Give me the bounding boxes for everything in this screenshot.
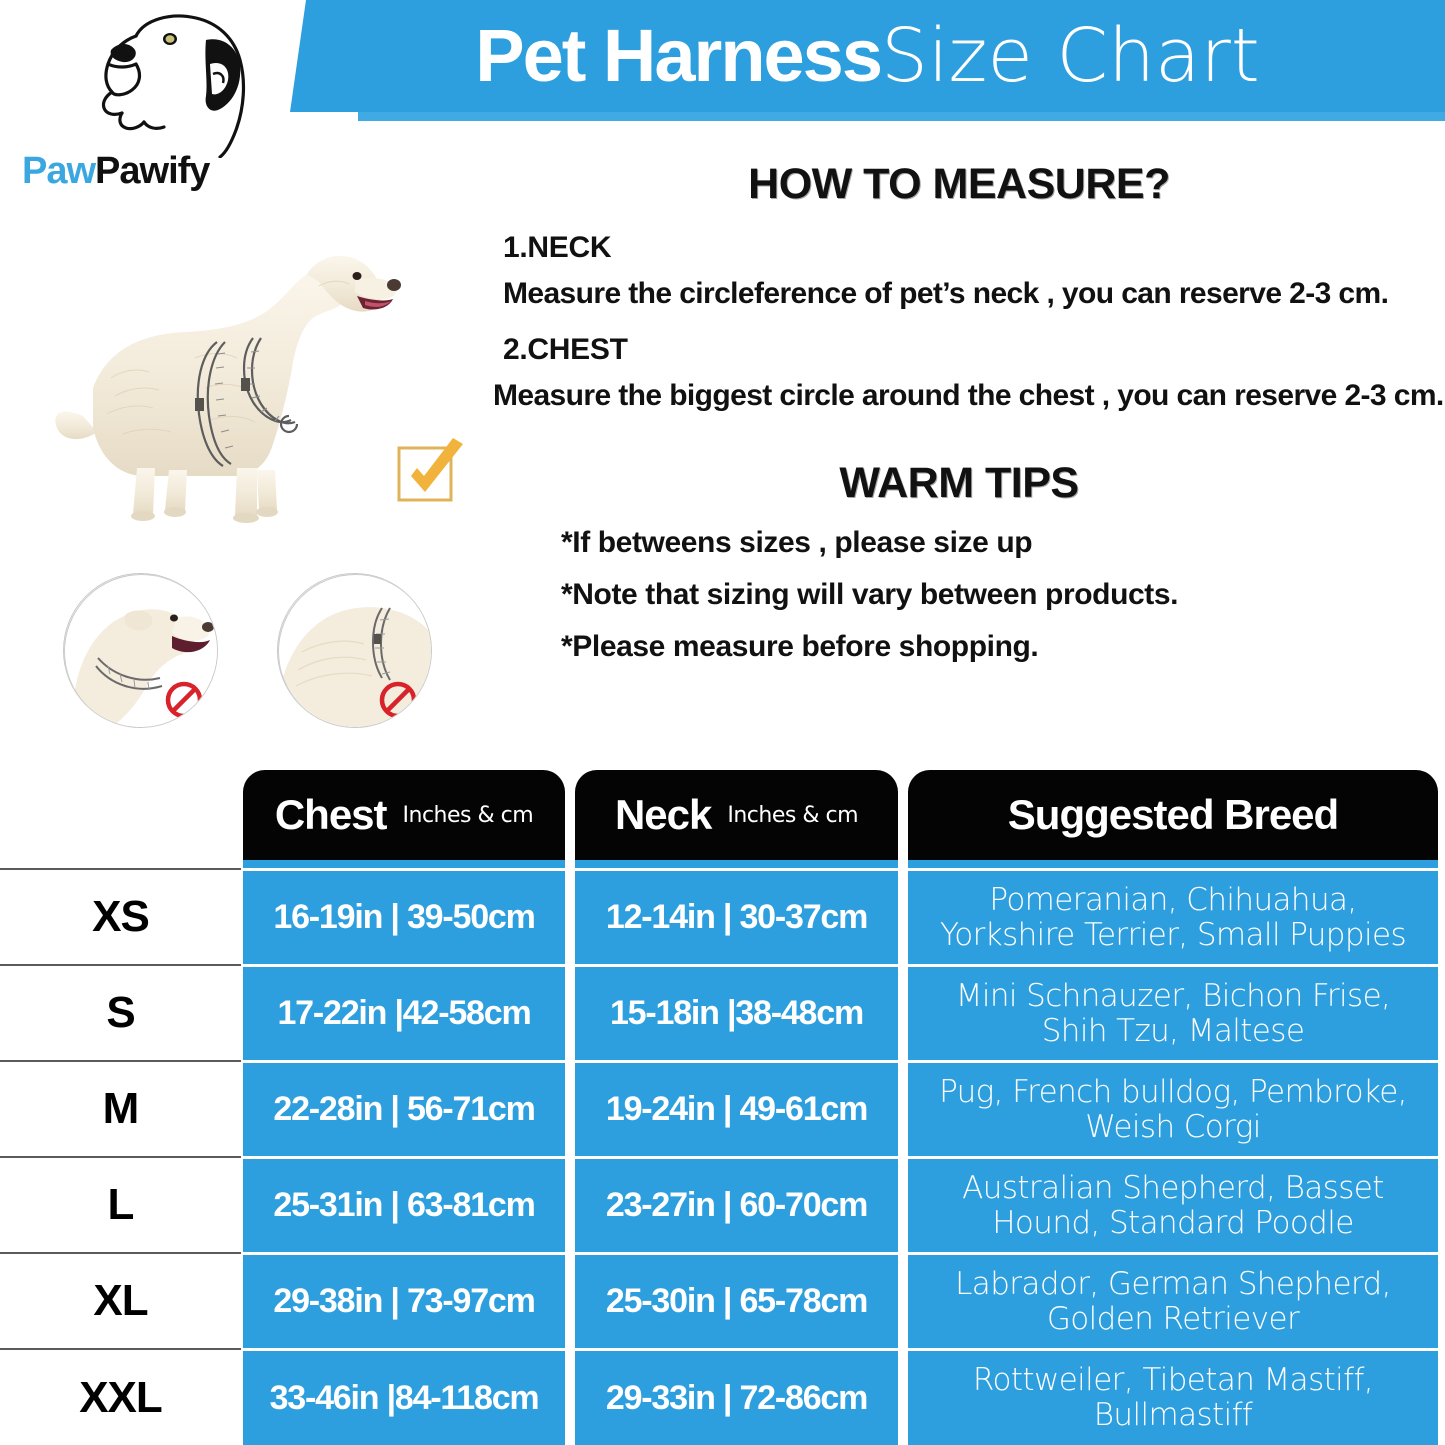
measure-step-2-text: Measure the biggest circle around the ch… bbox=[493, 379, 1444, 412]
row-breed-value: Labrador, German Shepherd, Golden Retriev… bbox=[908, 1252, 1438, 1348]
dog-measure-photo bbox=[55, 255, 401, 523]
banner-title-bold: Pet Harness bbox=[475, 14, 883, 97]
column-header-breed-label: Suggested Breed bbox=[1007, 791, 1339, 838]
row-size-label: M bbox=[0, 1060, 241, 1156]
brand-name-part1: Paw bbox=[22, 150, 96, 192]
table-row: XXL 33-46in |84-118cm 29-33in | 72-86cm … bbox=[0, 1348, 1445, 1445]
row-breed-value: Pug, French bulldog, Pembroke, Weish Corg… bbox=[908, 1060, 1438, 1156]
banner-underline bbox=[358, 112, 1445, 121]
table-header-row: Chest Inches & cm Neck Inches & cm Sugge… bbox=[0, 770, 1445, 868]
row-chest-value: 25-31in | 63-81cm bbox=[243, 1156, 565, 1252]
row-chest-value: 29-38in | 73-97cm bbox=[243, 1252, 565, 1348]
warm-tip-3: *Please measure before shopping. bbox=[561, 630, 1039, 663]
orange-checkmark-icon bbox=[397, 438, 463, 502]
header-banner: Pet HarnessSize Chart bbox=[290, 0, 1445, 112]
prohibited-sign-icon bbox=[379, 681, 417, 719]
measure-step-2-label: 2.CHEST bbox=[503, 333, 628, 366]
table-row: S 17-22in |42-58cm 15-18in |38-48cm Mini… bbox=[0, 964, 1445, 1060]
measure-step-1-label: 1.NECK bbox=[503, 231, 612, 264]
warm-tip-1: *If betweens sizes , please size up bbox=[561, 526, 1033, 559]
row-chest-value: 33-46in |84-118cm bbox=[243, 1348, 565, 1445]
how-to-measure-heading: HOW TO MEASURE? bbox=[748, 160, 1170, 208]
incorrect-example-2 bbox=[277, 573, 432, 728]
column-header-neck-unit: Inches & cm bbox=[727, 802, 859, 828]
table-row: M 22-28in | 56-71cm 19-24in | 49-61cm Pu… bbox=[0, 1060, 1445, 1156]
row-breed-value: Mini Schnauzer, Bichon Frise, Shih Tzu, M… bbox=[908, 964, 1438, 1060]
measure-step-1-text: Measure the circleference of pet’s neck … bbox=[503, 277, 1389, 310]
brand-logo: PawPawify bbox=[10, 8, 290, 203]
row-breed-value: Pomeranian, Chihuahua, Yorkshire Terrier,… bbox=[908, 868, 1438, 964]
column-header-neck: Neck Inches & cm bbox=[575, 770, 898, 860]
column-header-breed: Suggested Breed bbox=[908, 770, 1438, 860]
table-row: L 25-31in | 63-81cm 23-27in | 60-70cm Au… bbox=[0, 1156, 1445, 1252]
instructions-column: HOW TO MEASURE? 1.NECK Measure the circl… bbox=[483, 160, 1444, 664]
column-header-chest-unit: Inches & cm bbox=[402, 802, 534, 828]
column-header-chest: Chest Inches & cm bbox=[243, 770, 565, 860]
dog-head-icon bbox=[101, 14, 246, 158]
size-chart-table: Chest Inches & cm Neck Inches & cm Sugge… bbox=[0, 770, 1445, 1445]
row-chest-value: 17-22in |42-58cm bbox=[243, 964, 565, 1060]
row-size-label: XXL bbox=[0, 1348, 241, 1445]
row-size-label: XL bbox=[0, 1252, 241, 1348]
row-chest-value: 22-28in | 56-71cm bbox=[243, 1060, 565, 1156]
row-neck-value: 15-18in |38-48cm bbox=[575, 964, 898, 1060]
brand-name-part2: Pawify bbox=[95, 150, 210, 192]
warm-tip-2: *Note that sizing will vary between prod… bbox=[561, 578, 1179, 611]
incorrect-example-1 bbox=[63, 573, 218, 728]
header-strip-neck bbox=[575, 860, 898, 868]
warm-tips-heading: WARM TIPS bbox=[839, 459, 1079, 507]
table-row: XS 16-19in | 39-50cm 12-14in | 30-37cm P… bbox=[0, 868, 1445, 964]
row-neck-value: 19-24in | 49-61cm bbox=[575, 1060, 898, 1156]
banner-title-light: Size Chart bbox=[881, 13, 1260, 99]
table-row: XL 29-38in | 73-97cm 25-30in | 65-78cm L… bbox=[0, 1252, 1445, 1348]
header-strip-breed bbox=[908, 860, 1438, 868]
incorrect-examples bbox=[55, 565, 455, 745]
row-size-label: S bbox=[0, 964, 241, 1060]
row-size-label: XS bbox=[0, 868, 241, 964]
row-neck-value: 12-14in | 30-37cm bbox=[575, 868, 898, 964]
header-strip-chest bbox=[243, 860, 565, 868]
row-neck-value: 29-33in | 72-86cm bbox=[575, 1348, 898, 1445]
column-header-chest-label: Chest bbox=[274, 791, 388, 838]
row-neck-value: 23-27in | 60-70cm bbox=[575, 1156, 898, 1252]
row-breed-value: Rottweiler, Tibetan Mastiff, Bullmastiff bbox=[908, 1348, 1438, 1445]
row-chest-value: 16-19in | 39-50cm bbox=[243, 868, 565, 964]
row-breed-value: Australian Shepherd, Basset Hound, Standa… bbox=[908, 1156, 1438, 1252]
row-size-label: L bbox=[0, 1156, 241, 1252]
column-header-neck-label: Neck bbox=[614, 791, 712, 838]
brand-name: PawPawify bbox=[22, 150, 282, 193]
row-neck-value: 25-30in | 65-78cm bbox=[575, 1252, 898, 1348]
banner-title: Pet HarnessSize Chart bbox=[475, 13, 1260, 99]
prohibited-sign-icon bbox=[165, 681, 203, 719]
